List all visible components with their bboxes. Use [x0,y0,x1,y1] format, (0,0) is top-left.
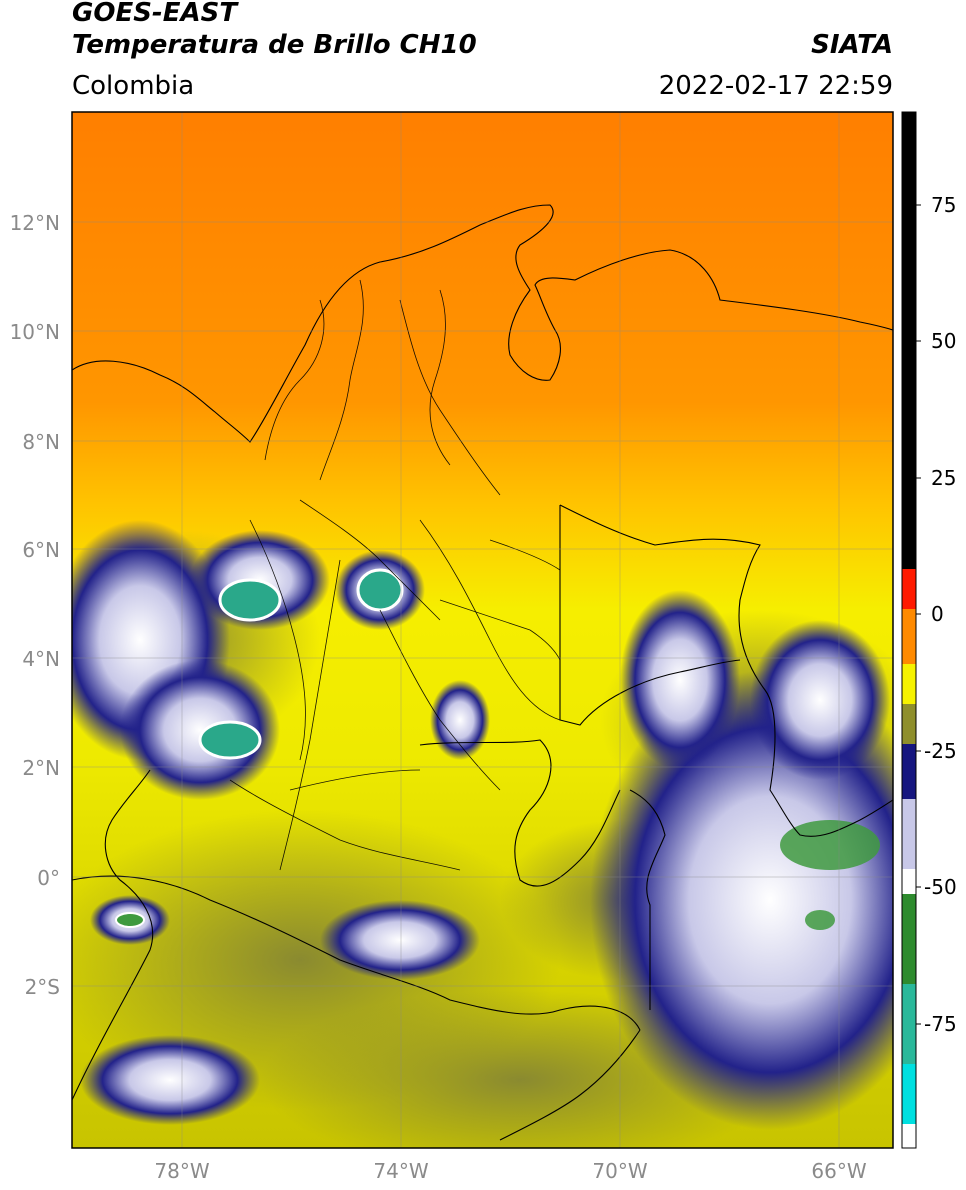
colorbar-segment-navy [902,744,916,799]
colorbar-segment-red [902,569,916,609]
region-label: Colombia [72,71,195,101]
colorbar-segment-lavender [902,799,916,869]
colorbar-tick-25: 25 [931,466,956,490]
brightness-temperature-image [72,112,893,1148]
lon-axis: 78°W 74°W 70°W 66°W [154,1159,866,1183]
satellite-title: GOES-EAST [72,0,238,28]
colorbar-tick-50: 50 [931,329,956,353]
colorbar-segment-cyan [902,1064,916,1124]
product-title: Temperatura de Brillo CH10 [72,30,477,60]
lat-axis: 12°N 10°N 8°N 6°N 4°N 2°N 0° 2°S [10,211,60,999]
colorbar-segment-white [902,869,916,894]
graticule [72,112,893,1148]
lat-tick-0: 0° [37,866,60,890]
lat-tick-4n: 4°N [22,647,60,671]
colorbar-segment-green [902,894,916,984]
lat-tick-8n: 8°N [22,430,60,454]
colorbar-tick-minus50: -50 [924,875,957,899]
colorbar-tick-0: 0 [931,602,944,626]
colorbar-segment-olive [902,704,916,744]
lat-tick-2n: 2°N [22,756,60,780]
organization-label: SIATA [811,30,893,60]
lon-tick-70w: 70°W [592,1159,647,1183]
lat-tick-2s: 2°S [25,975,60,999]
datetime-label: 2022-02-17 22:59 [658,71,893,101]
lon-tick-66w: 66°W [811,1159,866,1183]
colorbar: 75 50 25 0 -25 -50 -75 [901,111,957,1149]
lon-tick-78w: 78°W [154,1159,209,1183]
colorbar-tick-75: 75 [931,193,956,217]
lon-tick-74w: 74°W [373,1159,428,1183]
colorbar-tick-minus25: -25 [924,739,957,763]
colorbar-segment-bottom [902,1124,916,1148]
colorbar-segment-yellow [902,664,916,704]
lat-tick-12n: 12°N [10,211,60,235]
colorbar-tick-minus75: -75 [924,1012,957,1036]
colorbar-segment-teal [902,984,916,1064]
colorbar-segment-orange [902,609,916,664]
colorbar-segment-black [902,112,916,569]
lat-tick-10n: 10°N [10,320,60,344]
lat-tick-6n: 6°N [22,538,60,562]
map-frame [71,111,894,1149]
